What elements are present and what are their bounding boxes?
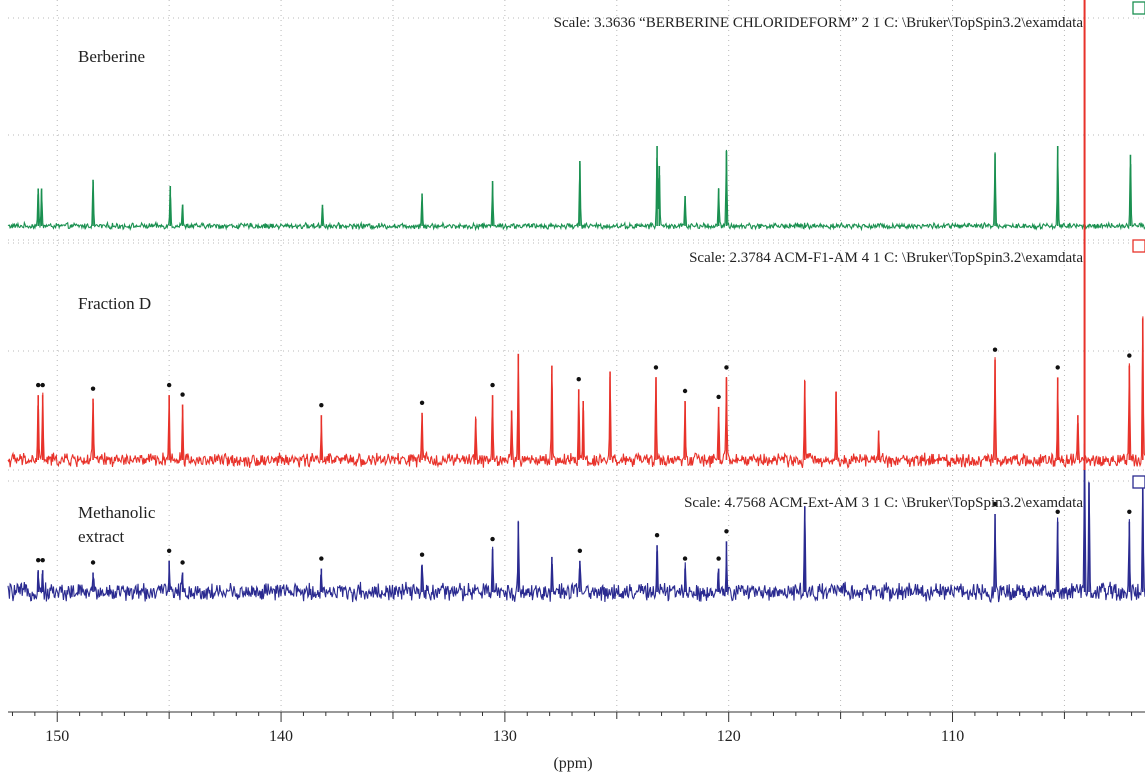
peak-dot-marker xyxy=(716,394,721,400)
peak-dot-marker xyxy=(40,382,45,388)
spectrum-trace xyxy=(7,148,1145,232)
spectrum-label: Fraction D xyxy=(78,294,151,313)
peak-dot-marker xyxy=(1127,353,1132,358)
spectrum-label-line: extract xyxy=(78,527,125,546)
spectrum-label-line: Berberine xyxy=(78,47,145,66)
x-tick-label: 110 xyxy=(941,728,964,745)
x-tick-label: 150 xyxy=(45,728,69,745)
peak-dot-marker xyxy=(682,388,688,394)
spectrum-1: Berberine Scale: 3.3636 “BERBERINE CHLORI… xyxy=(7,1,1145,241)
spectrum-color-box xyxy=(1132,239,1145,253)
spectrum-3: Methanolic extract Scale: 4.7568 ACM-Ext-A… xyxy=(7,436,1145,604)
x-axis: 150 140 130 120 110 xyxy=(8,711,1145,745)
peak-dot-marker xyxy=(716,556,721,561)
peak-dot-marker xyxy=(724,365,729,370)
peak-dot-marker xyxy=(1055,509,1060,514)
peak-dot-marker xyxy=(180,392,185,397)
peak-dot-marker xyxy=(1055,365,1060,370)
spectrum-label: Berberine xyxy=(78,47,145,66)
peak-dot-marker xyxy=(90,386,96,391)
spectrum-scale-label: Scale: 4.7568 ACM-Ext-AM 3 1 C: \Bruker\… xyxy=(684,495,1083,511)
x-tick-label: 120 xyxy=(717,728,741,745)
peak-dot-marker xyxy=(36,557,41,563)
spectrum-trace xyxy=(7,316,1145,469)
peak-dot-marker xyxy=(682,556,688,561)
spectrum-trace xyxy=(7,436,1145,604)
peak-dot-marker xyxy=(724,529,729,534)
spectrum-label-line: Fraction D xyxy=(78,294,151,313)
peak-dot-marker xyxy=(419,400,425,405)
peak-dot-marker xyxy=(319,556,324,561)
peak-dot-marker xyxy=(992,501,998,507)
peak-dot-marker xyxy=(490,382,495,388)
grid-lines xyxy=(8,0,1145,712)
peak-dot-marker xyxy=(654,533,660,538)
spectrum-label: Methanolic extract xyxy=(78,503,156,546)
peak-dot-marker xyxy=(90,560,96,565)
peak-dot-marker xyxy=(40,557,45,563)
spectrum-color-box xyxy=(1132,475,1145,489)
peak-dot-marker xyxy=(319,402,324,408)
peak-dot-marker xyxy=(653,365,659,370)
x-tick-label: 140 xyxy=(269,728,293,745)
spectrum-label-line: Methanolic xyxy=(78,503,156,522)
spectra-group: Berberine Scale: 3.3636 “BERBERINE CHLORI… xyxy=(7,1,1145,604)
peak-dot-marker xyxy=(490,536,495,542)
peak-dot-marker xyxy=(1127,509,1132,514)
x-axis-title: (ppm) xyxy=(553,755,592,772)
spectrum-scale-label: Scale: 3.3636 “BERBERINE CHLORIDEFORM” 2… xyxy=(554,15,1084,31)
peak-dot-marker xyxy=(36,382,41,388)
peak-dot-marker xyxy=(180,560,185,565)
peak-dot-marker xyxy=(992,347,998,352)
peak-dot-marker xyxy=(166,382,172,388)
peak-dot-marker xyxy=(577,548,583,553)
peak-dot-marker xyxy=(419,552,425,557)
spectrum-scale-label: Scale: 2.3784 ACM-F1-AM 4 1 C: \Bruker\T… xyxy=(689,250,1083,266)
x-tick-label: 130 xyxy=(493,728,517,745)
peak-dot-marker xyxy=(166,548,172,553)
spectrum-color-box xyxy=(1132,1,1145,15)
spectrum-2: Fraction D Scale: 2.3784 ACM-F1-AM 4 1 C:… xyxy=(7,239,1145,471)
peak-dot-marker xyxy=(576,377,581,382)
